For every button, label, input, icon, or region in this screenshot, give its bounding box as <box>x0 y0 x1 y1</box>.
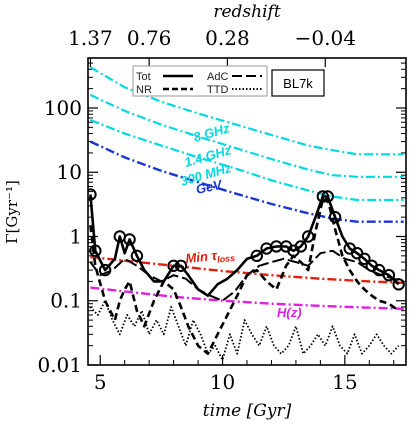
legend-box <box>132 65 268 97</box>
top-tick-label: −0.04 <box>295 26 356 50</box>
series-line-nr <box>89 197 400 356</box>
y-axis-title: Γ[Gyr⁻¹] <box>3 180 21 244</box>
x-tick-label: 15 <box>332 370 357 394</box>
legend-label-tot: Tot <box>136 71 151 83</box>
series-line-mhz300 <box>89 118 404 202</box>
y-tick-label: 0.01 <box>37 353 82 377</box>
data-point-marker <box>301 230 315 243</box>
top-tick-label: 1.37 <box>68 26 113 50</box>
source-label: BL7k <box>283 76 313 91</box>
data-point-marker <box>89 244 102 257</box>
source-label-box <box>271 69 325 97</box>
data-point-marker <box>358 252 371 265</box>
annotation-min-tau: Min τloss <box>185 246 236 268</box>
data-point-marker <box>392 278 405 291</box>
series-layer <box>89 66 404 361</box>
annotation-gev: GeV <box>195 177 225 197</box>
data-point-marker <box>294 240 308 253</box>
x-axis-title: time [Gyr] <box>203 401 292 421</box>
legend-label-nr: NR <box>136 84 152 96</box>
top-axis-title: redshift <box>213 2 280 22</box>
data-point-marker <box>98 263 112 277</box>
legend: Tot AdC NR TTD <box>132 65 268 97</box>
y-tick-label: 100 <box>44 96 82 120</box>
top-tick-label: 0.76 <box>127 26 172 50</box>
data-point-marker <box>130 249 144 263</box>
data-point-marker <box>167 259 180 272</box>
series-line-hz <box>90 286 404 310</box>
y-tick-label: 10 <box>57 160 82 184</box>
min-tau-subscript: loss <box>217 253 236 265</box>
x-tick-label: 5 <box>94 370 107 394</box>
x-tick-label: 10 <box>210 370 235 394</box>
plot-frame <box>87 57 407 366</box>
data-point-marker <box>174 259 188 272</box>
data-point-marker <box>88 188 97 201</box>
legend-label-adc: AdC <box>207 71 228 83</box>
annotation-8ghz: 8 GHz <box>192 120 232 145</box>
annotation-hz: H(z) <box>277 305 302 320</box>
series-line-adc <box>89 249 404 302</box>
data-point-marker <box>316 190 330 203</box>
top-tick-label: 0.28 <box>205 26 250 50</box>
y-tick-label: 1 <box>69 224 82 248</box>
y-tick-label: 0.1 <box>50 289 82 313</box>
legend-label-ttd: TTD <box>207 84 228 96</box>
series-line-gev <box>89 140 404 223</box>
data-point-marker <box>321 190 334 203</box>
markers-layer <box>88 188 405 291</box>
ticks-layer: 5 10 15 0.01 0.1 1 10 100 1.37 0.76 0.28 −0.04 <box>37 26 406 394</box>
series-line-ghz14 <box>89 93 404 178</box>
series-line-ttd <box>89 299 400 361</box>
data-point-marker <box>382 268 396 282</box>
data-point-marker <box>372 263 386 277</box>
data-point-marker <box>250 249 263 263</box>
min-tau-label: Min τ <box>185 248 218 266</box>
data-point-marker <box>328 210 342 224</box>
data-point-marker <box>123 233 136 246</box>
series-line-min_tau <box>90 255 404 284</box>
